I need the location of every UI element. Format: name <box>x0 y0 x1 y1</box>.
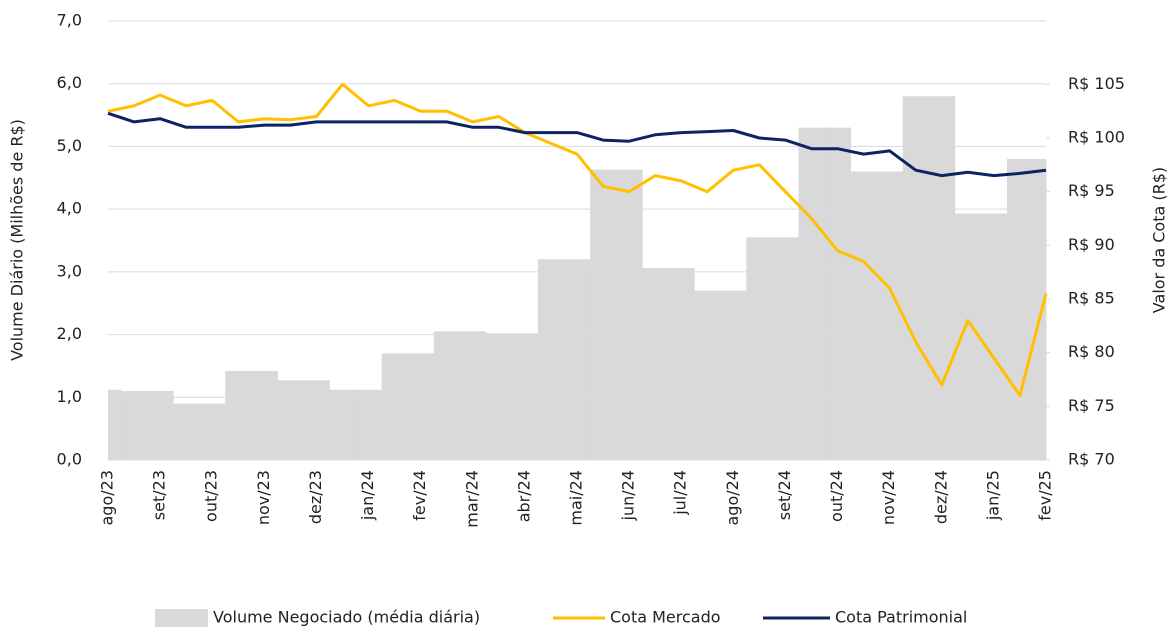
volume-bar <box>173 403 200 460</box>
x-tick-label: jan/24 <box>358 470 377 521</box>
volume-bar <box>1032 158 1047 460</box>
volume-bar <box>511 333 539 460</box>
x-tick-label: fev/24 <box>410 470 429 521</box>
y2-tick-label: R$ 90 <box>1068 235 1115 254</box>
legend-label: Volume Negociado (média diária) <box>213 608 480 627</box>
area-layer <box>108 96 1047 460</box>
y2-tick-label: R$ 80 <box>1068 342 1115 361</box>
y2-tick-label: R$ 75 <box>1068 396 1115 415</box>
x-tick-label: dez/23 <box>306 470 325 524</box>
x-tick-label: ago/24 <box>723 470 742 526</box>
volume-bar <box>928 96 956 460</box>
volume-bar <box>720 290 747 460</box>
x-tick-label: mar/24 <box>462 470 481 528</box>
volume-bar <box>824 127 852 460</box>
x-tick-label: set/23 <box>150 470 169 520</box>
x-tick-label: dez/24 <box>931 470 950 524</box>
series-line <box>107 111 1047 178</box>
volume-bar <box>980 213 1008 460</box>
volume-bar <box>147 391 174 460</box>
x-tick-label: out/23 <box>202 470 221 522</box>
x-tick-label: ago/23 <box>98 470 117 526</box>
volume-bar <box>642 268 669 460</box>
volume-bar <box>433 331 461 460</box>
x-tick-label: fev/25 <box>1036 470 1055 521</box>
x-tick-label: out/24 <box>827 470 846 522</box>
volume-bar <box>303 380 330 460</box>
legend: Volume Negociado (média diária) Cota Merc… <box>155 608 967 627</box>
volume-bar <box>746 237 773 460</box>
volume-bar <box>590 169 617 460</box>
legend-swatch <box>155 609 208 627</box>
x-tick-label: jan/25 <box>983 470 1002 521</box>
y2-axis-label: Valor da Cota (R$) <box>1150 167 1169 313</box>
volume-bar <box>485 333 513 460</box>
y2-tick-label: R$ 95 <box>1068 181 1115 200</box>
volume-bar <box>108 389 122 460</box>
x-tick-label: nov/24 <box>879 470 898 525</box>
volume-bar <box>277 380 304 460</box>
volume-bar <box>199 403 226 460</box>
y-tick-label: 0,0 <box>57 450 82 469</box>
legend-label: Cota Mercado <box>610 608 721 627</box>
x-tick-label: mai/24 <box>567 470 586 526</box>
volume-bar <box>772 237 799 460</box>
series-line <box>107 82 1048 398</box>
grid-layer <box>108 20 1046 461</box>
volume-bar <box>694 290 721 460</box>
volume-bar <box>355 389 383 460</box>
volume-bar <box>251 370 278 460</box>
volume-bar <box>1006 158 1034 460</box>
x-tick-label: nov/23 <box>254 470 273 525</box>
y-tick-label: 3,0 <box>57 261 82 280</box>
y2-tick-label: R$ 105 <box>1068 74 1125 93</box>
volume-bar <box>459 331 487 460</box>
legend-label: Cota Patrimonial <box>835 608 967 627</box>
volume-bar <box>407 353 435 460</box>
label-layer: 0,0 1,0 2,0 3,0 4,0 5,0 6,0 7,0 R$ 70 R$ 75 R$ 80 R… <box>57 11 1125 528</box>
y2-tick-label: R$ 85 <box>1068 288 1115 307</box>
y-tick-label: 4,0 <box>57 199 82 218</box>
line-layer <box>107 82 1048 398</box>
volume-bar <box>876 171 904 460</box>
volume-bar <box>563 259 591 460</box>
volume-bar <box>329 389 357 460</box>
volume-bar <box>225 370 252 460</box>
volume-bar <box>850 171 878 460</box>
volume-bar <box>121 391 148 460</box>
volume-bar <box>902 96 930 460</box>
volume-bar <box>537 259 565 460</box>
x-tick-label: set/24 <box>775 470 794 520</box>
volume-bar <box>954 213 982 460</box>
volume-bar <box>616 169 643 460</box>
y-tick-label: 6,0 <box>57 73 82 92</box>
x-tick-label: jun/24 <box>619 470 638 521</box>
y2-tick-label: R$ 100 <box>1068 127 1125 146</box>
y2-tick-label: R$ 70 <box>1068 450 1115 469</box>
volume-bar <box>668 268 695 460</box>
y-tick-label: 2,0 <box>57 324 82 343</box>
y-axis-label: Volume Diário (Milhões de R$) <box>8 119 27 361</box>
volume-bar <box>381 353 409 460</box>
y-tick-label: 5,0 <box>57 136 82 155</box>
y-tick-label: 7,0 <box>57 11 82 30</box>
x-tick-label: jul/24 <box>671 470 690 516</box>
x-tick-label: abr/24 <box>514 470 533 522</box>
volume-bar <box>798 127 826 460</box>
y-tick-label: 1,0 <box>57 387 82 406</box>
